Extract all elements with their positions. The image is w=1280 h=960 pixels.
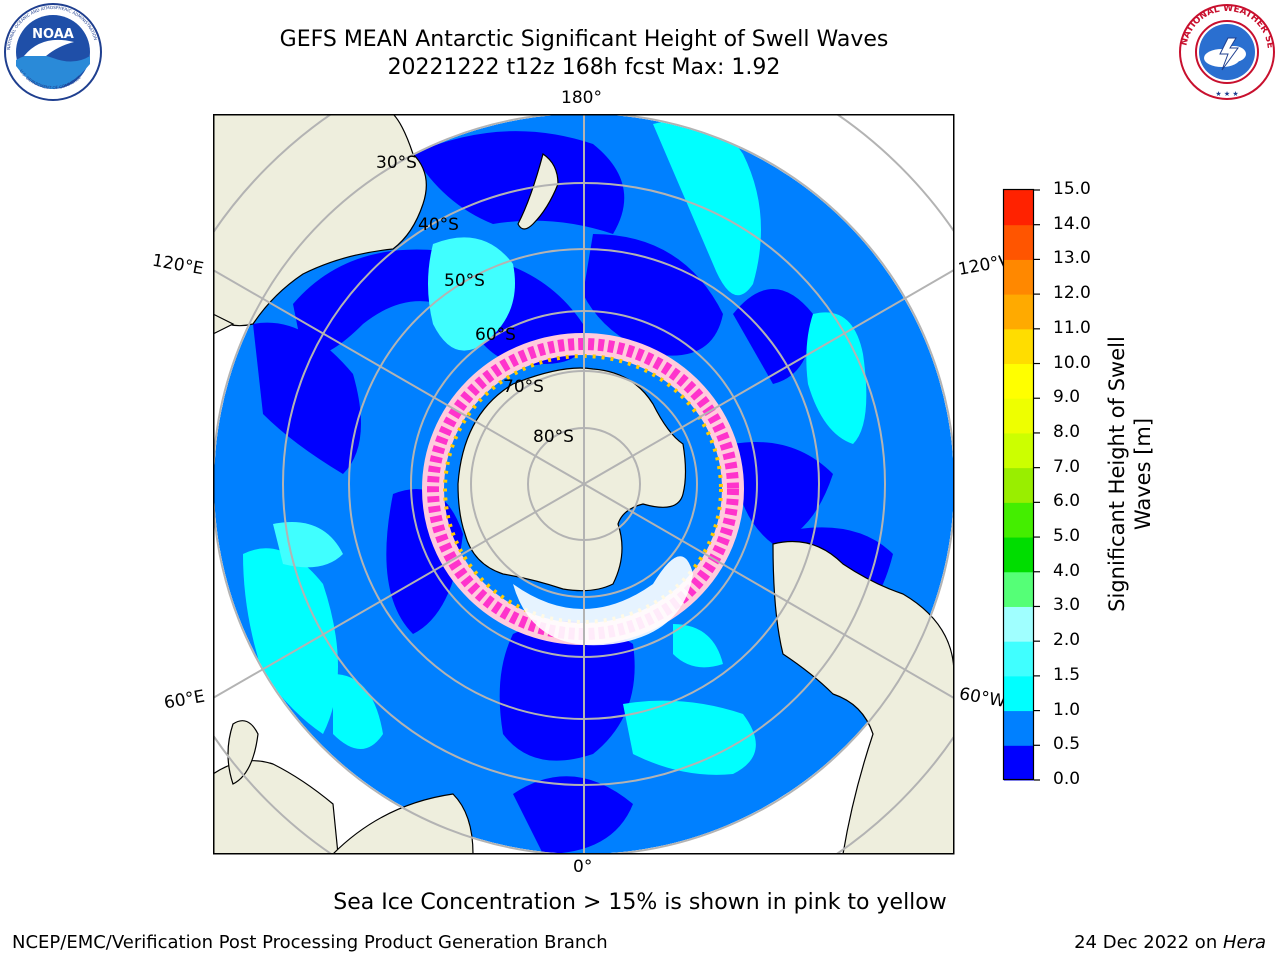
lat-label-70s: 70°S (503, 377, 544, 397)
colorbar-bin (1004, 398, 1034, 434)
colorbar-bin (1004, 537, 1034, 573)
colorbar-tick-label: 8.0 (1053, 421, 1081, 442)
colorbar-tick-label: 0.0 (1053, 769, 1081, 789)
colorbar-bin (1004, 224, 1034, 260)
colorbar-tick-label: 0.5 (1053, 734, 1081, 755)
colorbar-tick-label: 15.0 (1053, 179, 1091, 199)
footer-credit: NCEP/EMC/Verification Post Processing Pr… (12, 932, 608, 953)
colorbar-tick-label: 1.0 (1053, 699, 1081, 720)
colorbar-label-line2: Waves [m] (1131, 417, 1155, 531)
footer-date: 24 Dec 2022 on Hera (1074, 932, 1266, 953)
colorbar-label-line1: Significant Height of Swell (1105, 336, 1129, 612)
colorbar-bin (1004, 675, 1034, 712)
graticule (213, 114, 954, 854)
colorbar-tick-label: 14.0 (1053, 213, 1091, 234)
colorbar-tick-label: 9.0 (1053, 387, 1081, 408)
colorbar-bin (1004, 641, 1034, 677)
colorbar-tick-label: 11.0 (1053, 317, 1091, 338)
colorbar-tick-label: 1.5 (1053, 664, 1081, 685)
noaa-logo-text: NOAA (32, 27, 74, 42)
colorbar-bin (1004, 502, 1034, 538)
map-panel: 30°S 40°S 50°S 60°S 70°S 80°S (213, 114, 955, 855)
colorbar-tick-label: 5.0 (1053, 526, 1081, 547)
lat-label-40s: 40°S (418, 215, 459, 235)
colorbar-tick-label: 13.0 (1053, 248, 1091, 269)
footer-host: Hera (1222, 932, 1266, 953)
colorbar (1002, 188, 1040, 781)
lon-label-180: 180° (561, 88, 602, 108)
noaa-logo: NOAA NATIONAL OCEANIC AND ATMOSPHERIC AD… (4, 3, 102, 101)
colorbar-label: Significant Height of Swell Waves [m] (1104, 304, 1156, 644)
colorbar-bin (1004, 745, 1034, 781)
colorbar-tick-label: 12.0 (1053, 283, 1091, 304)
colorbar-bin (1004, 363, 1034, 399)
lon-label-60e: 60°E (162, 686, 207, 714)
colorbar-tick-label: 3.0 (1053, 595, 1081, 616)
colorbar-bin (1004, 328, 1034, 365)
colorbar-bin (1004, 190, 1034, 226)
colorbar-bin (1004, 294, 1034, 330)
colorbar-tick-label: 6.0 (1053, 491, 1081, 512)
lon-label-0: 0° (573, 857, 593, 877)
lat-label-60s: 60°S (475, 325, 516, 345)
lon-label-120e: 120°E (150, 250, 206, 280)
lat-label-30s: 30°S (376, 153, 417, 173)
nws-logo: NATIONAL WEATHER SERVICE ★ ★ ★ (1176, 2, 1275, 100)
chart-title: GEFS MEAN Antarctic Significant Height o… (279, 27, 889, 52)
colorbar-bin (1004, 432, 1034, 469)
svg-text:★ ★ ★: ★ ★ ★ (1215, 90, 1238, 98)
colorbar-tick-label: 2.0 (1053, 630, 1081, 651)
sea-ice-caption: Sea Ice Concentration > 15% is shown in … (333, 890, 947, 915)
lat-label-50s: 50°S (444, 271, 485, 291)
colorbar-tick-label: 4.0 (1053, 560, 1081, 581)
colorbar-bin (1004, 467, 1034, 503)
lat-label-80s: 80°S (533, 427, 574, 447)
footer-date-text: 24 Dec 2022 on (1074, 932, 1223, 953)
colorbar-tick-label: 7.0 (1053, 456, 1081, 477)
colorbar-bin (1004, 606, 1034, 642)
colorbar-tick-label: 10.0 (1053, 352, 1091, 373)
chart-subtitle: 20221222 t12z 168h fcst Max: 1.92 (387, 55, 781, 80)
colorbar-bin (1004, 259, 1034, 295)
colorbar-bin (1004, 710, 1034, 746)
colorbar-bin (1004, 571, 1034, 607)
